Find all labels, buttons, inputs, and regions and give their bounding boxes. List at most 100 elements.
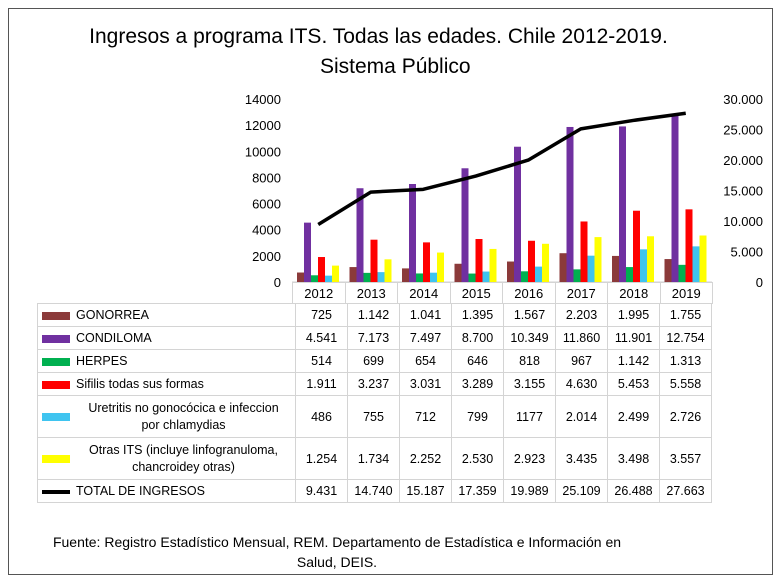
series-name: Otras ITS (incluye linfogranuloma, chancr… (89, 442, 278, 474)
data-label: 3.031 (399, 372, 452, 396)
bar-gonorrea (454, 263, 462, 282)
data-label: 17.359 (451, 479, 504, 503)
data-label: 9.431 (295, 479, 348, 503)
y-right-tick-label: 25.000 (723, 123, 763, 138)
data-label: 1.395 (451, 303, 504, 327)
bar-sifilis (685, 209, 693, 282)
bar-otras (647, 236, 654, 282)
y-left-tick-label: 2000 (252, 249, 281, 264)
category-header: 2012 2013 2014 2015 2016 2017 2018 2019 (292, 282, 713, 304)
bar-herpes (521, 271, 528, 282)
bar-uretritis (535, 266, 542, 282)
table-row: TOTAL DE INGRESOS 9.431 14.740 15.187 17.359… (37, 479, 712, 503)
data-label: 19.989 (503, 479, 556, 503)
legend-swatch (42, 357, 70, 366)
series-name: GONORREA (76, 308, 149, 322)
data-label: 27.663 (659, 479, 712, 503)
bar-otras (437, 252, 444, 282)
y-right-tick-label: 15.000 (723, 184, 763, 199)
legend-entry: TOTAL DE INGRESOS (37, 479, 296, 503)
data-label: 1177 (503, 395, 556, 438)
data-label: 1.254 (295, 437, 348, 480)
bar-otras (542, 243, 549, 282)
data-label: 514 (295, 349, 348, 373)
data-label: 725 (295, 303, 348, 327)
y-right-tick-label: 5.000 (730, 245, 763, 260)
data-label: 5.558 (659, 372, 712, 396)
data-label: 3.498 (607, 437, 660, 480)
data-label: 486 (295, 395, 348, 438)
x-tick-label: 2017 (554, 282, 608, 304)
bar-gonorrea (507, 261, 514, 282)
bar-otras (699, 235, 707, 282)
bar-sifilis (633, 210, 640, 282)
bar-gonorrea (559, 253, 567, 282)
bar-gonorrea (664, 259, 672, 282)
bar-gonorrea (349, 267, 357, 282)
legend-swatch (42, 311, 70, 320)
bar-herpes (626, 267, 633, 282)
legend-swatch (42, 380, 70, 389)
data-label: 1.755 (659, 303, 712, 327)
x-tick-label: 2015 (449, 282, 503, 304)
bar-otras (594, 237, 602, 282)
data-label: 3.557 (659, 437, 712, 480)
data-label: 1.313 (659, 349, 712, 373)
series-name: CONDILOMA (76, 331, 152, 345)
data-label: 4.541 (295, 326, 348, 350)
data-label: 7.497 (399, 326, 452, 350)
data-label: 1.734 (347, 437, 400, 480)
data-label: 3.237 (347, 372, 400, 396)
data-label: 12.754 (659, 326, 712, 350)
legend-entry: CONDILOMA (37, 326, 296, 350)
bar-sifilis (370, 239, 378, 282)
bar-otras (489, 248, 497, 282)
bar-uretritis (377, 272, 385, 282)
series-name: HERPES (76, 354, 128, 368)
data-label: 755 (347, 395, 400, 438)
data-label: 26.488 (607, 479, 660, 503)
bar-otras (384, 259, 392, 282)
data-label: 25.109 (555, 479, 608, 503)
bar-uretritis (640, 249, 647, 282)
bar-herpes (416, 273, 423, 282)
bar-sifilis (580, 221, 588, 282)
data-label: 2.499 (607, 395, 660, 438)
table-row: HERPES 514 699 654 646 818 967 1.142 1.313 (37, 349, 712, 373)
data-label: 1.142 (607, 349, 660, 373)
bar-uretritis (692, 246, 700, 282)
data-label: 2.530 (451, 437, 504, 480)
bar-condiloma (356, 188, 364, 282)
legend-swatch (42, 334, 70, 343)
x-tick-label: 2012 (292, 282, 346, 304)
bar-condiloma (671, 115, 679, 282)
data-label: 818 (503, 349, 556, 373)
bar-condiloma (461, 168, 469, 282)
legend-swatch (42, 412, 70, 421)
bar-sifilis (318, 257, 325, 282)
data-label: 1.567 (503, 303, 556, 327)
data-label: 1.142 (347, 303, 400, 327)
legend-swatch (42, 489, 70, 494)
legend-entry: GONORREA (37, 303, 296, 327)
table-row: CONDILOMA 4.541 7.173 7.497 8.700 10.349 11.86… (37, 326, 712, 350)
y-left-tick-label: 12000 (245, 118, 281, 133)
data-label: 7.173 (347, 326, 400, 350)
data-table: GONORREA 725 1.142 1.041 1.395 1.567 2.203 1.99… (37, 303, 712, 503)
table-row: Otras ITS (incluye linfogranuloma, chancr… (37, 437, 712, 480)
y-left-tick-label: 0 (274, 275, 281, 290)
data-label: 3.155 (503, 372, 556, 396)
bar-uretritis (482, 271, 490, 282)
source-note: Fuente: Registro Estadístico Mensual, RE… (52, 534, 622, 570)
data-label: 2.726 (659, 395, 712, 438)
legend-entry: HERPES (37, 349, 296, 373)
data-label: 4.630 (555, 372, 608, 396)
data-label: 699 (347, 349, 400, 373)
data-label: 2.252 (399, 437, 452, 480)
data-label: 712 (399, 395, 452, 438)
y-left-tick-label: 6000 (252, 197, 281, 212)
y-right-tick-label: 0 (756, 275, 763, 290)
table-row: Uretritis no gonocócica e infeccion por c… (37, 395, 712, 438)
bar-uretritis (430, 272, 437, 282)
y-left-tick-label: 8000 (252, 170, 281, 185)
